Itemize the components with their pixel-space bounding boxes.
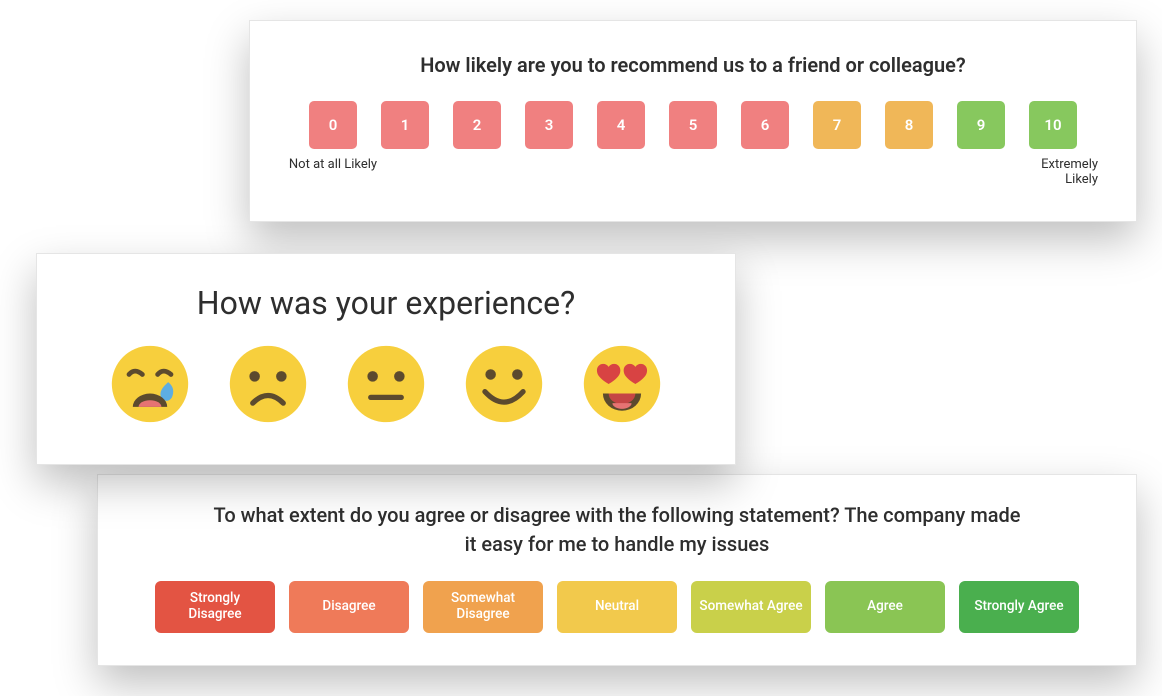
nps-button-6[interactable]: 6	[741, 101, 789, 149]
emoji-question: How was your experience?	[77, 284, 695, 322]
likert-button-4[interactable]: Somewhat Agree	[691, 581, 811, 633]
face-sad-icon[interactable]	[224, 340, 312, 428]
nps-button-10[interactable]: 10	[1029, 101, 1077, 149]
face-cry-icon[interactable]	[106, 340, 194, 428]
nps-button-7[interactable]: 7	[813, 101, 861, 149]
nps-button-8[interactable]: 8	[885, 101, 933, 149]
likert-button-2[interactable]: Somewhat Disagree	[423, 581, 543, 633]
nps-high-label: Extremely Likely	[1008, 157, 1098, 187]
nps-low-label: Not at all Likely	[288, 157, 378, 187]
nps-button-3[interactable]: 3	[525, 101, 573, 149]
nps-button-0[interactable]: 0	[309, 101, 357, 149]
nps-button-9[interactable]: 9	[957, 101, 1005, 149]
likert-button-5[interactable]: Agree	[825, 581, 945, 633]
likert-question: To what extent do you agree or disagree …	[207, 501, 1027, 559]
nps-button-1[interactable]: 1	[381, 101, 429, 149]
likert-button-row: Strongly Disagree Disagree Somewhat Disagr…	[148, 581, 1086, 633]
likert-card: To what extent do you agree or disagree …	[97, 474, 1137, 666]
face-happy-icon[interactable]	[460, 340, 548, 428]
nps-button-5[interactable]: 5	[669, 101, 717, 149]
likert-button-0[interactable]: Strongly Disagree	[155, 581, 275, 633]
face-neutral-icon[interactable]	[342, 340, 430, 428]
nps-card: How likely are you to recommend us to a …	[249, 20, 1137, 222]
nps-button-row: 0123456789 10	[282, 101, 1104, 149]
likert-button-1[interactable]: Disagree	[289, 581, 409, 633]
nps-button-2[interactable]: 2	[453, 101, 501, 149]
likert-button-6[interactable]: Strongly Agree	[959, 581, 1079, 633]
face-heart-eyes-icon[interactable]	[578, 340, 666, 428]
nps-button-4[interactable]: 4	[597, 101, 645, 149]
likert-button-3[interactable]: Neutral	[557, 581, 677, 633]
emoji-card: How was your experience?	[36, 253, 736, 465]
nps-question: How likely are you to recommend us to a …	[282, 53, 1104, 77]
nps-scale-labels: Not at all Likely Extremely Likely	[282, 157, 1104, 187]
emoji-button-row	[77, 340, 695, 428]
